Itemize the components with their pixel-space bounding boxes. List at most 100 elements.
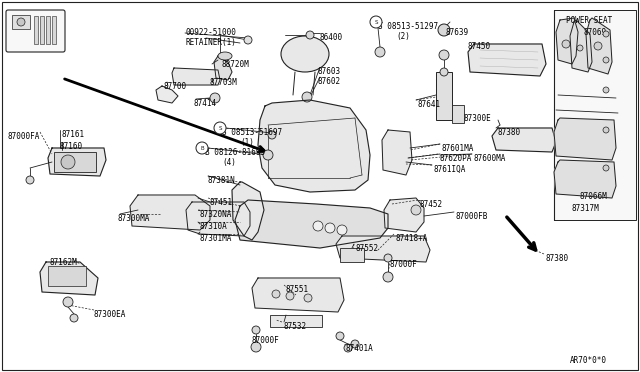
Bar [54, 152, 96, 172]
Circle shape [336, 332, 344, 340]
Polygon shape [554, 160, 616, 198]
Text: 87300EA: 87300EA [94, 310, 126, 319]
Text: RETAINER(1): RETAINER(1) [185, 38, 236, 47]
Circle shape [26, 176, 34, 184]
Text: 00922-51000: 00922-51000 [185, 28, 236, 37]
Circle shape [313, 221, 323, 231]
Text: 87639: 87639 [446, 28, 469, 37]
Circle shape [603, 87, 609, 93]
Text: 87532: 87532 [284, 322, 307, 331]
Bar [46, 16, 50, 44]
Text: 87703M: 87703M [210, 78, 237, 87]
Circle shape [70, 314, 78, 322]
Circle shape [286, 292, 294, 300]
Circle shape [63, 297, 73, 307]
Text: 87551: 87551 [286, 285, 309, 294]
Bar [48, 266, 86, 286]
Text: 87620PA: 87620PA [440, 154, 472, 163]
Polygon shape [214, 56, 232, 80]
Circle shape [17, 18, 25, 26]
Text: 87603: 87603 [318, 67, 341, 76]
Circle shape [370, 16, 382, 28]
Bar [40, 16, 44, 44]
Text: 87317M: 87317M [572, 204, 600, 213]
Polygon shape [336, 236, 430, 262]
Ellipse shape [281, 36, 329, 72]
Circle shape [603, 127, 609, 133]
Polygon shape [186, 202, 250, 236]
Circle shape [438, 24, 450, 36]
Polygon shape [235, 200, 388, 248]
Text: 87600MA: 87600MA [474, 154, 506, 163]
Polygon shape [384, 198, 424, 232]
Circle shape [594, 42, 602, 50]
Polygon shape [48, 148, 106, 176]
Text: AR70*0*0: AR70*0*0 [570, 356, 607, 365]
Bar [12, 15, 30, 29]
Circle shape [61, 155, 75, 169]
Text: 87452: 87452 [420, 200, 443, 209]
Circle shape [214, 122, 226, 134]
Text: 88720M: 88720M [222, 60, 250, 69]
Text: 87000F: 87000F [252, 336, 280, 345]
Polygon shape [492, 128, 556, 152]
Text: 87414: 87414 [194, 99, 217, 108]
Circle shape [325, 223, 335, 233]
Circle shape [577, 45, 583, 51]
Text: S: S [374, 19, 378, 25]
Polygon shape [554, 118, 616, 160]
Polygon shape [570, 20, 592, 72]
Text: 86400: 86400 [320, 33, 343, 42]
Circle shape [196, 142, 208, 154]
Circle shape [252, 326, 260, 334]
Ellipse shape [218, 52, 232, 60]
Text: 87000FB: 87000FB [456, 212, 488, 221]
Circle shape [384, 254, 392, 262]
Text: 87601MA: 87601MA [442, 144, 474, 153]
Polygon shape [556, 18, 578, 64]
Text: 87700: 87700 [164, 82, 187, 91]
Text: 87450: 87450 [468, 42, 491, 51]
Polygon shape [468, 44, 546, 76]
Polygon shape [382, 130, 412, 175]
Text: S 08513-51297: S 08513-51297 [378, 22, 438, 31]
Text: 87301MA: 87301MA [200, 234, 232, 243]
Text: 87401A: 87401A [346, 344, 374, 353]
Bar [52, 16, 56, 44]
Circle shape [603, 57, 609, 63]
Polygon shape [130, 195, 210, 230]
Circle shape [304, 294, 312, 302]
Text: 87300E: 87300E [464, 114, 492, 123]
Bar [34, 16, 38, 44]
Text: 87000F: 87000F [390, 260, 418, 269]
Polygon shape [258, 100, 370, 192]
Circle shape [251, 342, 261, 352]
Circle shape [272, 290, 280, 298]
Text: B 08126-81699: B 08126-81699 [205, 148, 265, 157]
Text: 87418+A: 87418+A [396, 234, 428, 243]
Text: S 08513-51697: S 08513-51697 [222, 128, 282, 137]
Text: 8761IQA: 8761IQA [434, 165, 467, 174]
Circle shape [302, 92, 312, 102]
Text: 87641: 87641 [418, 100, 441, 109]
Text: (1): (1) [240, 138, 254, 147]
Circle shape [562, 40, 570, 48]
Text: 87000FA: 87000FA [8, 132, 40, 141]
Circle shape [439, 50, 449, 60]
Bar [554, 10, 636, 220]
Circle shape [306, 31, 314, 39]
Circle shape [210, 93, 220, 103]
Circle shape [603, 165, 609, 171]
Text: 87310A: 87310A [200, 222, 228, 231]
Text: 87380: 87380 [546, 254, 569, 263]
Polygon shape [586, 18, 612, 74]
Circle shape [268, 131, 276, 139]
Circle shape [603, 31, 609, 37]
Circle shape [375, 47, 385, 57]
Text: 87066M: 87066M [580, 192, 608, 201]
Text: 87160: 87160 [60, 142, 83, 151]
Text: (4): (4) [222, 158, 236, 167]
Polygon shape [232, 182, 264, 240]
Circle shape [383, 272, 393, 282]
FancyBboxPatch shape [6, 10, 65, 52]
